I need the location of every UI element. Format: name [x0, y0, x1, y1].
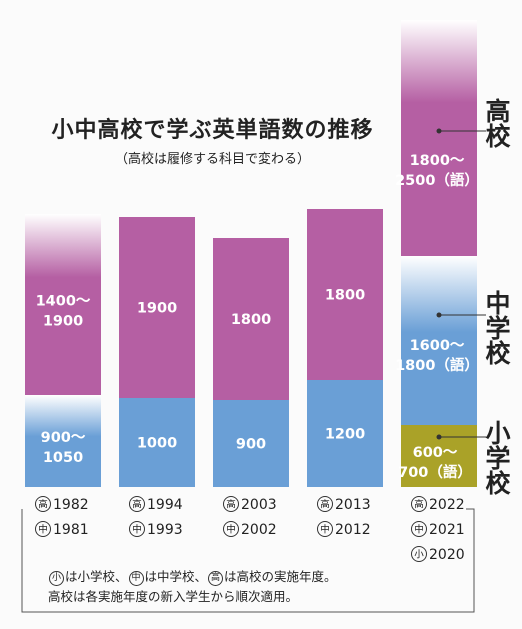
- bar-high-4: [401, 20, 477, 256]
- year-mark-circle-4-0: [411, 496, 427, 512]
- bar-group-2: 900 1800 高 2003 中 2002: [213, 238, 289, 538]
- bar-middle-3: [307, 380, 383, 487]
- bar-middle-4: [401, 256, 477, 425]
- year-label-1-0: 1994: [147, 497, 183, 513]
- footnote-mark: 小: [49, 571, 64, 586]
- chart-title: 小中高校で学ぶ英単語数の推移: [51, 118, 374, 143]
- legend-middle-school: 中学校: [482, 290, 511, 365]
- data-label-elementary-4: 600〜 700（語）: [398, 445, 472, 481]
- year-label-3-1: 2012: [335, 522, 371, 538]
- footnote-line-1: 高校は各実施年度の新入学生から順次適用。: [48, 586, 488, 605]
- data-label-middle-0: 900〜 1050: [41, 430, 86, 466]
- year-label-0-1: 1981: [53, 522, 89, 538]
- data-label-high-2: 1800: [231, 312, 271, 328]
- year-label-1-1: 1993: [147, 522, 183, 538]
- data-label-high-0: 1400〜 1900: [36, 294, 91, 330]
- footnote-text: は中学校、: [144, 569, 208, 584]
- bars: 900〜 1050 1400〜 1900 高 1982 中 1981 1000 1900 高 1994…: [25, 20, 486, 563]
- data-label-middle-2: 900: [236, 437, 266, 453]
- bar-group-3: 1200 1800 高 2013 中 2012: [307, 209, 383, 538]
- year-label-3-0: 2013: [335, 497, 371, 513]
- year-mark-circle-3-0: [317, 496, 333, 512]
- footnote-text: は小学校、: [65, 569, 128, 584]
- year-mark-2-1: 中: [226, 524, 236, 536]
- data-label-middle-1: 1000: [137, 436, 177, 452]
- bar-high-1: [119, 217, 195, 398]
- footnote-mark: 高: [208, 571, 224, 586]
- year-mark-4-1: 中: [414, 524, 424, 536]
- year-mark-3-0: 高: [320, 499, 330, 511]
- year-label-4-2: 2020: [429, 547, 465, 563]
- bar-middle-0: [25, 395, 101, 487]
- year-mark-0-0: 高: [38, 499, 48, 511]
- bar-middle-1: [119, 398, 195, 487]
- footnote-text: 高校は各実施年度の新入学生から順次適用。: [48, 589, 299, 604]
- footnote-mark: 中: [128, 571, 144, 586]
- year-mark-4-2: 小: [414, 550, 424, 561]
- chart-subtitle: （高校は履修する科目で変わる）: [114, 152, 310, 167]
- year-mark-4-0: 高: [414, 499, 424, 511]
- year-label-4-1: 2021: [429, 522, 465, 538]
- year-mark-circle-0-0: [35, 496, 51, 512]
- year-mark-circle-3-1: [317, 521, 333, 537]
- legend-elementary-school: 小学校: [482, 420, 511, 495]
- bar-middle-2: [213, 400, 289, 487]
- year-mark-circle-1-0: [129, 496, 145, 512]
- bar-group-1: 1000 1900 高 1994 中 1993: [119, 217, 195, 538]
- year-label-4-0: 2022: [429, 497, 465, 513]
- bar-group-4: 600〜 700（語） 1600〜 1800（語） 1800〜 2500（語） 高 2022 中…: [395, 20, 486, 563]
- year-mark-3-1: 中: [320, 524, 330, 536]
- legend-high-school: 高校: [482, 98, 511, 148]
- bar-group-0: 900〜 1050 1400〜 1900 高 1982 中 1981: [25, 214, 101, 538]
- data-label-high-3: 1800: [325, 288, 365, 304]
- data-label-middle-3: 1200: [325, 427, 365, 443]
- year-mark-circle-4-1: [411, 521, 427, 537]
- leader-dot-elementary: [436, 434, 442, 440]
- year-mark-circle-0-1: [35, 521, 51, 537]
- year-mark-2-0: 高: [226, 499, 236, 511]
- year-mark-circle-4-2: [411, 546, 427, 562]
- axis-frame: [21, 508, 475, 613]
- footer-bracket: [21, 508, 475, 613]
- year-mark-1-0: 高: [132, 499, 142, 511]
- year-mark-circle-2-0: [223, 496, 239, 512]
- data-label-high-1: 1900: [137, 301, 177, 317]
- year-label-2-1: 2002: [241, 522, 277, 538]
- leader-dot-high: [436, 128, 442, 134]
- data-label-middle-4: 1600〜 1800（語）: [395, 338, 479, 374]
- year-mark-0-1: 中: [38, 524, 48, 536]
- year-label-2-0: 2003: [241, 497, 277, 513]
- data-label-high-4: 1800〜 2500（語）: [395, 153, 479, 189]
- leader-dot-middle: [436, 312, 442, 318]
- year-label-0-0: 1982: [53, 497, 89, 513]
- bar-high-3: [307, 209, 383, 380]
- year-mark-circle-2-1: [223, 521, 239, 537]
- bar-high-2: [213, 238, 289, 400]
- footnote-text: は高校の実施年度。: [224, 569, 337, 584]
- bar-high-0: [25, 214, 101, 395]
- year-mark-circle-1-1: [129, 521, 145, 537]
- year-mark-1-1: 中: [132, 524, 142, 536]
- footnote-line-0: 小は小学校、中は中学校、高は高校の実施年度。: [48, 566, 488, 586]
